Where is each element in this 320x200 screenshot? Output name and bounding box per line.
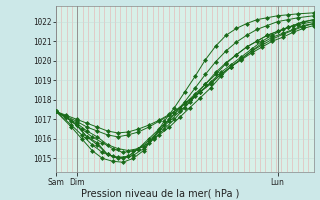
Text: Pression niveau de la mer( hPa ): Pression niveau de la mer( hPa ) [81, 188, 239, 198]
